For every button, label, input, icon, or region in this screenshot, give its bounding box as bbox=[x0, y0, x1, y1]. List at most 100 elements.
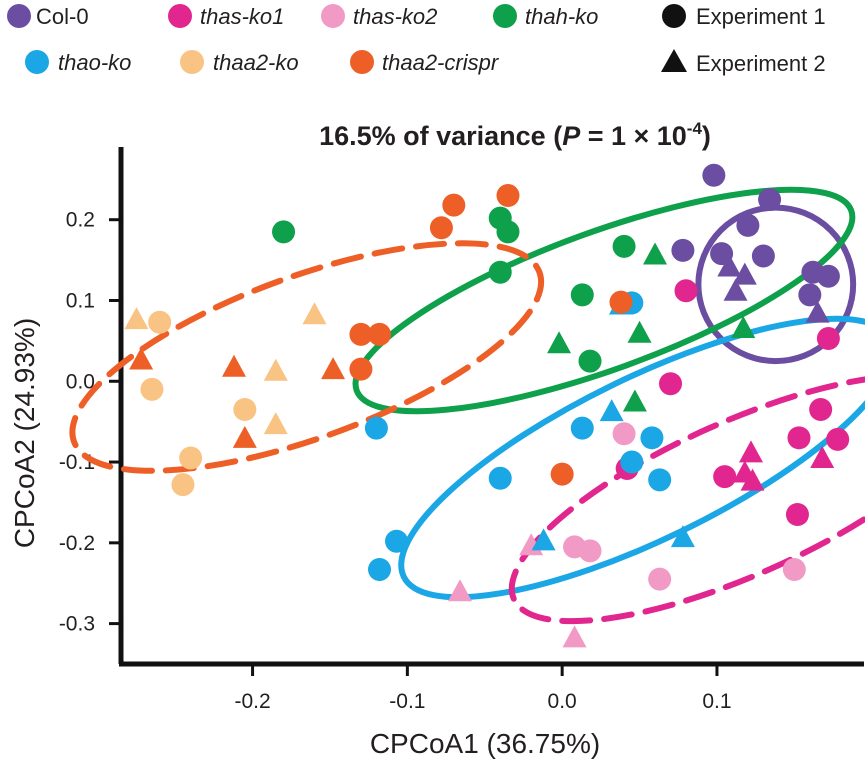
point-thas-ko2-circle-3 bbox=[648, 567, 672, 591]
point-thas-ko1-triangle-12 bbox=[810, 446, 835, 469]
point-thaa2-crispr-circle-4 bbox=[368, 322, 392, 346]
x-axis-title: CPCoA1 (36.75%) bbox=[370, 728, 600, 759]
point-thaa2-crispr-circle-1 bbox=[442, 193, 466, 217]
point-thaa2-crispr-triangle-9 bbox=[221, 354, 246, 377]
chart-title: 16.5% of variance (P = 1 × 10-4) bbox=[319, 119, 711, 151]
point-col-0-circle-2 bbox=[736, 213, 760, 237]
point-thah-ko-triangle-9 bbox=[547, 331, 572, 354]
legend-marker-thas-ko1 bbox=[168, 4, 192, 28]
legend-marker-col-0 bbox=[7, 4, 31, 28]
point-thaa2-crispr-circle-6 bbox=[550, 462, 574, 486]
y-tick-label: 0.0 bbox=[66, 370, 95, 393]
point-thao-ko-circle-5 bbox=[620, 450, 644, 474]
point-thao-ko-triangle-11 bbox=[531, 528, 556, 551]
legend-entry-experiment-1: Experiment 1 bbox=[662, 4, 826, 29]
legend-marker-thaa2-ko bbox=[180, 50, 204, 74]
point-thaa2-ko-circle-0 bbox=[148, 310, 172, 334]
point-thaa2-ko-triangle-6 bbox=[302, 302, 327, 325]
point-col-0-circle-3 bbox=[671, 238, 695, 262]
point-thah-ko-circle-4 bbox=[612, 234, 636, 258]
chart-title-equals: = 1 × 10 bbox=[580, 121, 687, 151]
point-thas-ko2-circle-0 bbox=[612, 422, 636, 446]
point-thas-ko1-circle-5 bbox=[826, 427, 850, 451]
chart-title-suffix: ) bbox=[702, 121, 711, 151]
ellipse-thas-ko1 bbox=[508, 372, 865, 625]
point-thaa2-ko-circle-1 bbox=[140, 377, 164, 401]
legend-label-thas-ko2: thas-ko2 bbox=[353, 4, 437, 29]
y-tick-label: -0.1 bbox=[59, 451, 95, 474]
point-thah-ko-circle-2 bbox=[496, 220, 520, 244]
x-tick-label: 0.1 bbox=[702, 690, 731, 713]
ticks: -0.2 -0.1 0.0 0.1 -0.3 -0.2 -0.1 0.0 0.1 0.2 bbox=[59, 209, 732, 713]
legend-entry-thas-ko2: thas-ko2 bbox=[321, 4, 437, 29]
legend-label-thah-ko: thah-ko bbox=[525, 4, 598, 29]
point-col-0-triangle-11 bbox=[723, 278, 748, 301]
point-thas-ko2-circle-2 bbox=[578, 539, 602, 563]
point-thaa2-crispr-circle-2 bbox=[429, 216, 453, 240]
point-thao-ko-circle-0 bbox=[364, 416, 388, 440]
point-thah-ko-circle-0 bbox=[272, 220, 296, 244]
point-thaa2-crispr-circle-3 bbox=[349, 322, 373, 346]
legend-entry-thaa2-ko: thaa2-ko bbox=[180, 50, 299, 75]
point-thaa2-ko-circle-2 bbox=[179, 446, 203, 470]
point-thao-ko-circle-7 bbox=[648, 468, 672, 492]
x-tick-label: -0.1 bbox=[389, 690, 425, 713]
legend-label-thas-ko1: thas-ko1 bbox=[200, 4, 284, 29]
point-col-0-circle-1 bbox=[758, 188, 782, 212]
point-thah-ko-circle-6 bbox=[578, 349, 602, 373]
point-thaa2-crispr-circle-7 bbox=[609, 290, 633, 314]
legend-entry-thaa2-crispr: thaa2-crispr bbox=[350, 50, 500, 75]
point-thaa2-ko-circle-4 bbox=[233, 398, 257, 422]
legend-entry-experiment-2: Experiment 2 bbox=[661, 49, 826, 76]
y-axis-title: CPCoA2 (24.93%) bbox=[9, 318, 40, 548]
point-thas-ko1-circle-1 bbox=[816, 326, 840, 350]
point-thaa2-crispr-triangle-10 bbox=[321, 357, 346, 380]
point-thaa2-ko-triangle-7 bbox=[263, 358, 288, 381]
legend-label-thaa2-ko: thaa2-ko bbox=[213, 50, 299, 75]
point-thaa2-crispr-circle-5 bbox=[349, 357, 373, 381]
point-thao-ko-triangle-10 bbox=[599, 399, 624, 422]
point-thaa2-ko-triangle-5 bbox=[124, 307, 149, 330]
point-thas-ko1-circle-6 bbox=[713, 465, 737, 489]
point-thah-ko-triangle-8 bbox=[627, 320, 652, 343]
x-tick-label: 0.0 bbox=[548, 690, 577, 713]
legend-marker-thao-ko bbox=[25, 50, 49, 74]
point-thas-ko1-circle-7 bbox=[785, 503, 809, 527]
legend-label-thaa2-crispr: thaa2-crispr bbox=[382, 50, 500, 75]
point-thaa2-ko-circle-3 bbox=[171, 473, 195, 497]
point-col-0-circle-8 bbox=[798, 283, 822, 307]
y-tick-label: 0.1 bbox=[66, 289, 95, 312]
legend-entry-thas-ko1: thas-ko1 bbox=[168, 4, 284, 29]
point-thah-ko-triangle-11 bbox=[731, 315, 756, 338]
point-col-0-triangle-9 bbox=[717, 254, 742, 277]
ellipse-thaa2-crispr bbox=[69, 240, 545, 474]
legend-label-experiment-1: Experiment 1 bbox=[696, 4, 826, 29]
point-thas-ko1-circle-4 bbox=[787, 426, 811, 450]
point-thah-ko-triangle-7 bbox=[643, 242, 668, 265]
point-thaa2-crispr-triangle-8 bbox=[129, 347, 154, 370]
legend: Col-0 thas-ko1 thas-ko2 thah-ko thao-ko … bbox=[7, 4, 826, 76]
point-thah-ko-circle-3 bbox=[488, 260, 512, 284]
chart-title-p: P bbox=[562, 121, 581, 151]
point-col-0-circle-7 bbox=[816, 264, 840, 288]
y-tick-label: -0.3 bbox=[59, 613, 95, 636]
chart-title-exponent: -4 bbox=[687, 119, 703, 138]
points bbox=[124, 163, 850, 648]
point-col-0-triangle-12 bbox=[805, 300, 830, 323]
point-thas-ko1-circle-3 bbox=[809, 398, 833, 422]
point-thaa2-crispr-circle-0 bbox=[496, 183, 520, 207]
point-col-0-triangle-10 bbox=[732, 262, 757, 285]
y-tick-label: -0.2 bbox=[59, 532, 95, 555]
point-col-0-circle-0 bbox=[702, 163, 726, 187]
legend-entry-col-0: Col-0 bbox=[7, 4, 89, 29]
point-thas-ko1-circle-2 bbox=[659, 372, 683, 396]
legend-label-thao-ko: thao-ko bbox=[58, 50, 131, 75]
ellipse-thao-ko bbox=[398, 315, 865, 601]
x-tick-label: -0.2 bbox=[234, 690, 270, 713]
y-tick-label: 0.2 bbox=[66, 209, 95, 232]
point-thas-ko1-triangle-11 bbox=[740, 468, 765, 491]
legend-entry-thao-ko: thao-ko bbox=[25, 50, 131, 75]
point-thah-ko-triangle-10 bbox=[622, 389, 647, 412]
point-thao-ko-circle-1 bbox=[385, 529, 409, 553]
